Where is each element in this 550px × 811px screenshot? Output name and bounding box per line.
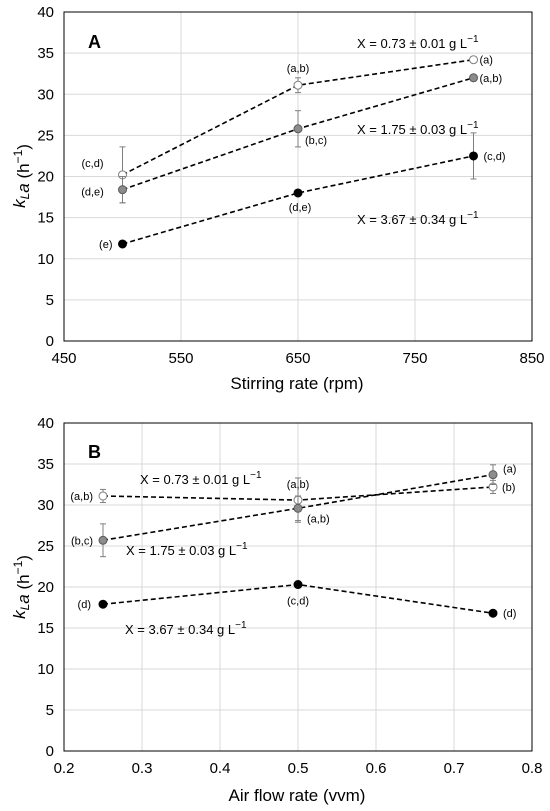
panel-label: A xyxy=(88,32,101,52)
data-point xyxy=(118,239,127,249)
panel-A: 450 550 650 750 850 0 5 10 15 20 25 30 35 40 Stirring … xyxy=(10,4,545,393)
significance-label: (a,b) xyxy=(70,491,93,503)
y-tick-label: 0 xyxy=(46,333,54,350)
significance-label: (a,b) xyxy=(287,479,310,491)
x-tick-label: 650 xyxy=(285,350,310,367)
y-tick-label: 20 xyxy=(37,169,54,186)
data-point xyxy=(293,503,303,513)
series-gray: (d,e) (b,c) (a,b) X = 1.75 ± 0.03 g L−1 xyxy=(81,73,503,204)
data-point xyxy=(293,188,303,198)
y-tick-label: 0 xyxy=(46,743,54,760)
x-tick-label: 0.3 xyxy=(132,760,153,777)
x-axis-title: Air flow rate (vvm) xyxy=(229,786,366,805)
series-annotation: X = 0.73 ± 0.01 g L−1 xyxy=(140,470,262,487)
series-annotation: X = 1.75 ± 0.03 g L−1 xyxy=(357,120,479,137)
data-point xyxy=(293,124,303,134)
series-open: (c,d) (a,b) (a)X = 0.73 ± 0.01 g L−1 xyxy=(82,34,493,204)
significance-label: (a) xyxy=(503,464,516,476)
y-tick-label: 5 xyxy=(46,292,54,309)
x-tick-label: 450 xyxy=(51,350,76,367)
x-tick-label: 0.8 xyxy=(522,760,543,777)
y-tick-label: 35 xyxy=(37,45,54,62)
x-tick-label: 0.6 xyxy=(366,760,387,777)
y-tick-label: 20 xyxy=(37,579,54,596)
series-gray: (b,c) (a,b) (a) X = 1.75 ± 0.03 g L−1 xyxy=(71,464,516,558)
y-tick-label: 30 xyxy=(37,497,54,514)
series-open: (a,b) (a,b) (b) X = 0.73 ± 0.01 g L−1 xyxy=(70,470,515,523)
significance-label: (c,d) xyxy=(484,151,506,163)
y-tick-label: 30 xyxy=(37,86,54,103)
data-point xyxy=(98,599,108,609)
y-axis-title: kLa (h−1) xyxy=(10,144,33,208)
x-tick-label: 0.4 xyxy=(210,760,231,777)
significance-label: (d,e) xyxy=(81,187,104,199)
y-tick-label: 15 xyxy=(37,210,54,227)
x-tick-label: 550 xyxy=(168,350,193,367)
significance-label: (d) xyxy=(503,608,516,620)
data-point xyxy=(293,80,303,90)
significance-label: (a,b) xyxy=(307,513,330,525)
series-annotation: X = 1.75 ± 0.03 g L−1 xyxy=(126,541,248,558)
x-tick-label: 0.5 xyxy=(288,760,309,777)
x-axis-title: Stirring rate (rpm) xyxy=(230,374,363,393)
y-tick-label: 10 xyxy=(37,661,54,678)
data-point xyxy=(469,151,478,161)
plot-frame xyxy=(63,11,533,342)
series-annotation: X = 0.73 ± 0.01 g L−1 xyxy=(357,34,479,51)
y-tick-label: 35 xyxy=(37,456,54,473)
significance-label: (b,c) xyxy=(305,135,327,147)
panel-label: B xyxy=(88,442,101,462)
y-tick-label: 40 xyxy=(37,415,54,432)
significance-label: (c,d) xyxy=(287,596,309,608)
significance-label: (d,e) xyxy=(289,202,312,214)
data-point xyxy=(98,491,108,501)
significance-label: (a,b) xyxy=(480,73,503,85)
data-point xyxy=(469,73,478,83)
y-tick-label: 5 xyxy=(46,702,54,719)
data-point xyxy=(293,580,303,590)
significance-label: (a,b) xyxy=(287,63,310,75)
series-black: (e) (d,e) (c,d) X = 3.67 ± 0.34 g L−1 xyxy=(99,132,506,251)
significance-label: (b,c) xyxy=(71,535,93,547)
data-point xyxy=(469,55,478,65)
data-point xyxy=(488,470,498,480)
x-tick-label: 0.7 xyxy=(444,760,465,777)
series-annotation: X = 3.67 ± 0.34 g L−1 xyxy=(357,210,479,227)
data-point xyxy=(118,185,127,195)
y-tick-label: 10 xyxy=(37,251,54,268)
data-point xyxy=(98,535,108,545)
series-line xyxy=(102,473,494,542)
plot-frame xyxy=(63,422,533,752)
significance-label: (a) xyxy=(480,55,493,67)
y-axis-title: kLa (h−1) xyxy=(10,555,33,619)
y-tick-label: 40 xyxy=(37,4,54,21)
significance-label: (b) xyxy=(502,482,515,494)
significance-label: (d) xyxy=(78,599,91,611)
data-point xyxy=(488,608,498,618)
y-tick-label: 25 xyxy=(37,538,54,555)
series-line xyxy=(122,155,474,245)
x-tick-label: 0.2 xyxy=(54,760,75,777)
y-tick-label: 25 xyxy=(37,127,54,144)
panel-B: 0.2 0.3 0.4 0.5 0.6 0.7 0.8 0 5 10 15 20 25 30 35 40 Air… xyxy=(10,415,542,805)
x-tick-label: 750 xyxy=(402,350,427,367)
series-black: (d) (c,d) (d) X = 3.67 ± 0.34 g L−1 xyxy=(78,580,516,637)
series-line xyxy=(122,58,474,176)
x-tick-label: 850 xyxy=(519,350,544,367)
series-annotation: X = 3.67 ± 0.34 g L−1 xyxy=(125,620,247,637)
significance-label: (c,d) xyxy=(82,158,104,170)
y-tick-label: 15 xyxy=(37,620,54,637)
significance-label: (e) xyxy=(99,239,112,251)
